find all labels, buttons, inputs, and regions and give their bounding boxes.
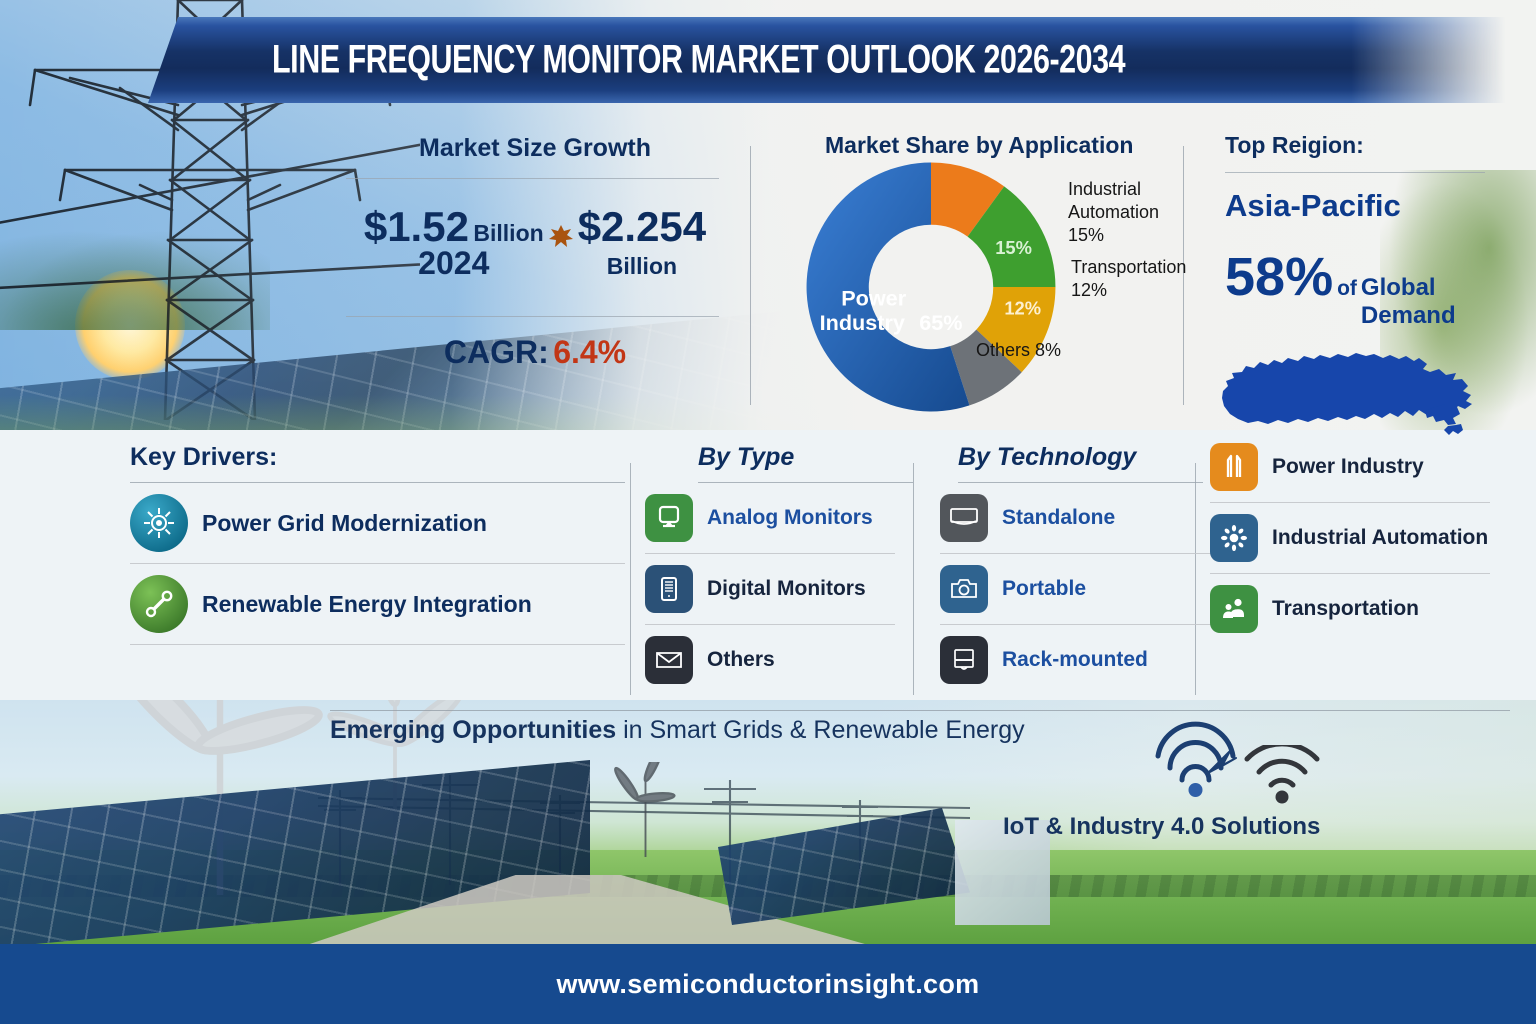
svg-text:Power: Power xyxy=(841,285,906,310)
svg-text:65%: 65% xyxy=(919,310,962,335)
svg-text:Industry: Industry xyxy=(820,310,905,335)
svg-text:15%: 15% xyxy=(995,237,1032,258)
svg-text:12%: 12% xyxy=(1004,298,1041,319)
